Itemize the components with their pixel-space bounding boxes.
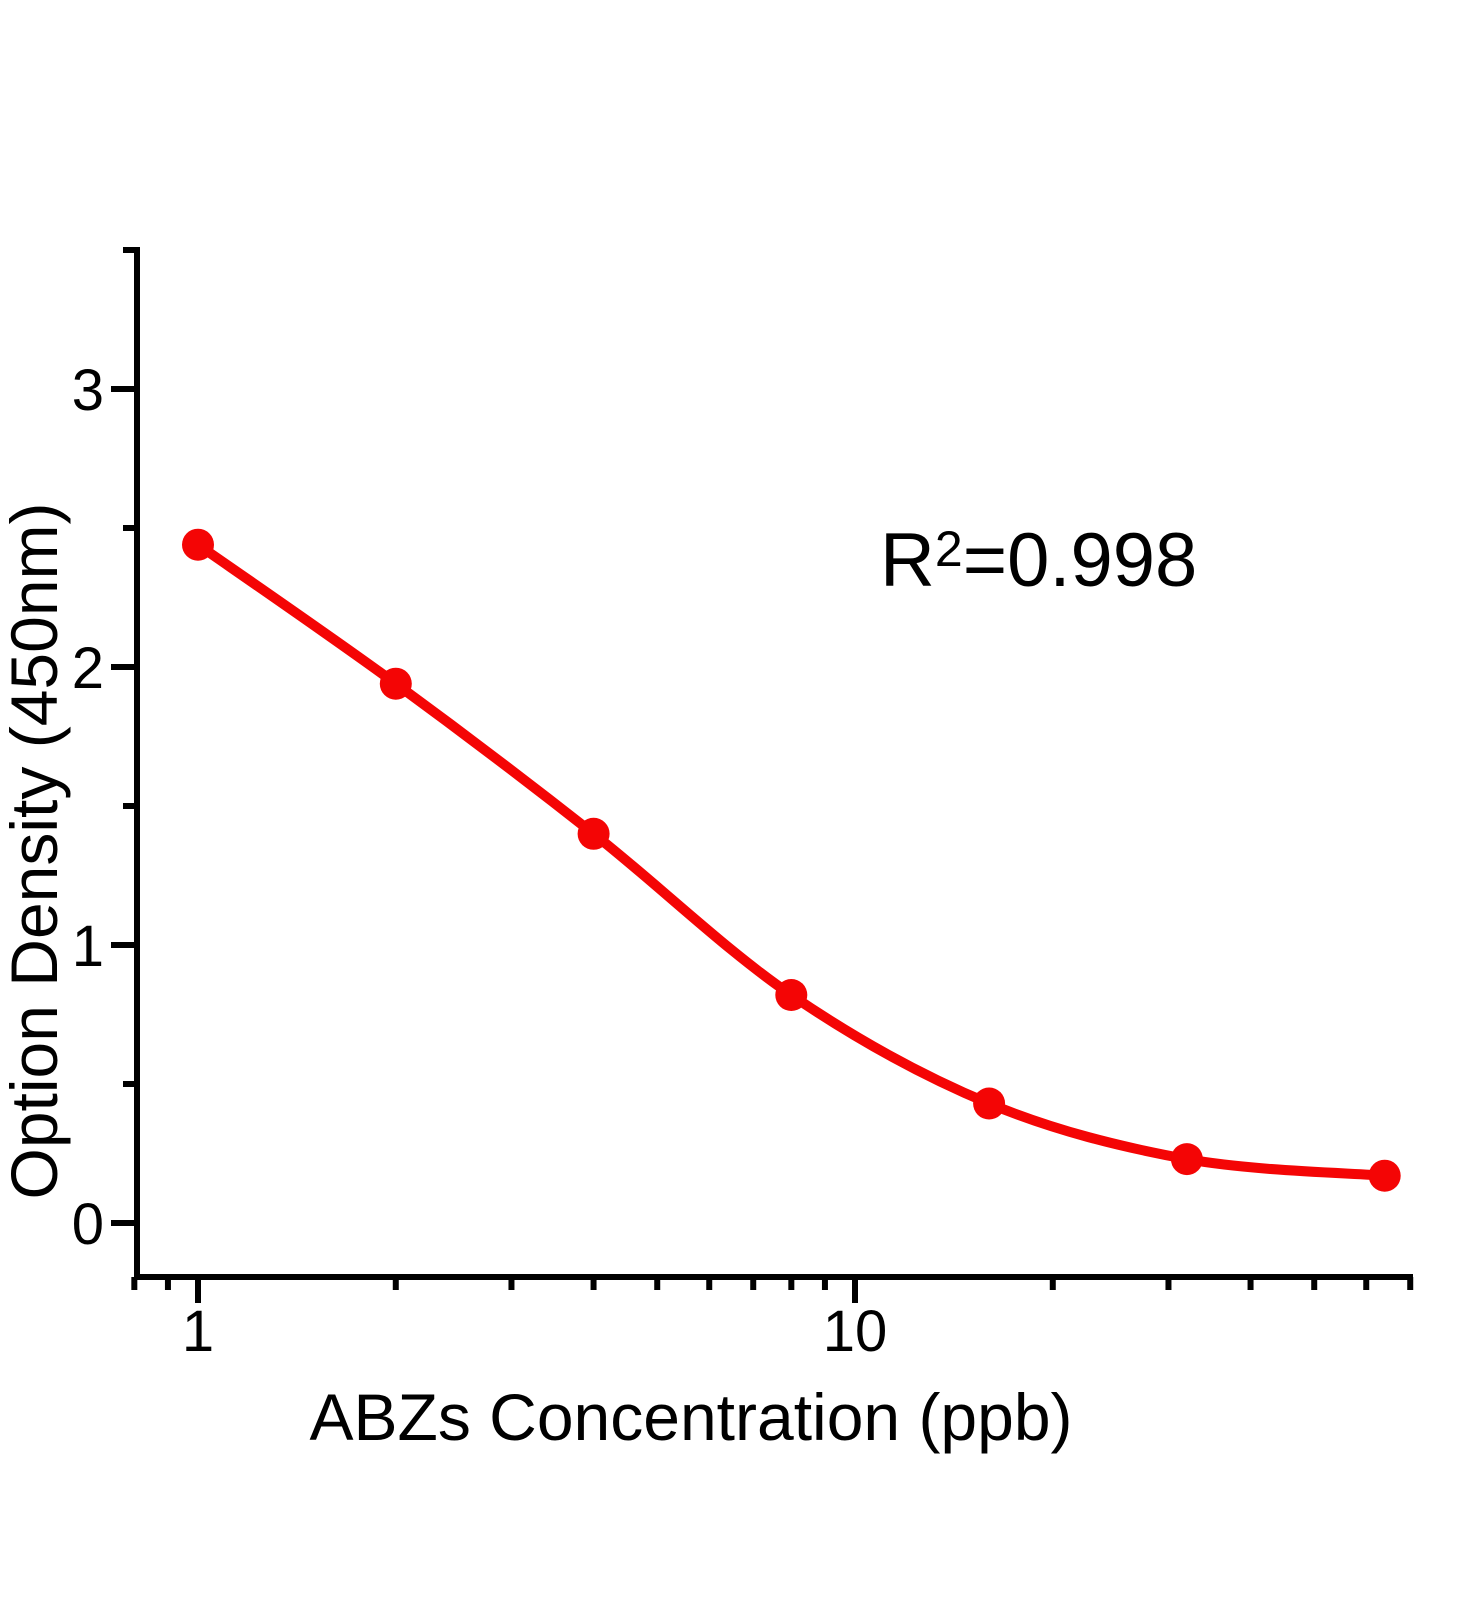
data-point (775, 979, 808, 1011)
y-tick-label: 3 (72, 358, 104, 423)
fit-curve (193, 539, 1390, 1181)
r-squared-superscript: 2 (935, 521, 963, 577)
data-point (1170, 1143, 1203, 1176)
r-squared-value: =0.998 (963, 518, 1198, 603)
data-point (379, 667, 412, 700)
x-tick-label: 1 (182, 1299, 214, 1364)
y-tick-label: 0 (72, 1192, 104, 1257)
data-point (1368, 1159, 1401, 1192)
y-axis-title: Option Density (450nm) (0, 503, 71, 1200)
x-axis-title: ABZs Concentration (ppb) (309, 1380, 1072, 1454)
y-tick-label: 1 (72, 914, 104, 979)
y-tick-label: 2 (72, 636, 104, 701)
x-tick-label: 10 (823, 1299, 888, 1364)
data-point (182, 528, 214, 561)
r-squared-annotation: R2=0.998 (880, 518, 1197, 603)
series-layer (182, 528, 1401, 1192)
axes-layer: 0 1 2 3 1 10 (72, 247, 1414, 1364)
data-point (973, 1087, 1006, 1120)
r-squared-base: R (880, 518, 935, 603)
data-point (577, 817, 610, 850)
